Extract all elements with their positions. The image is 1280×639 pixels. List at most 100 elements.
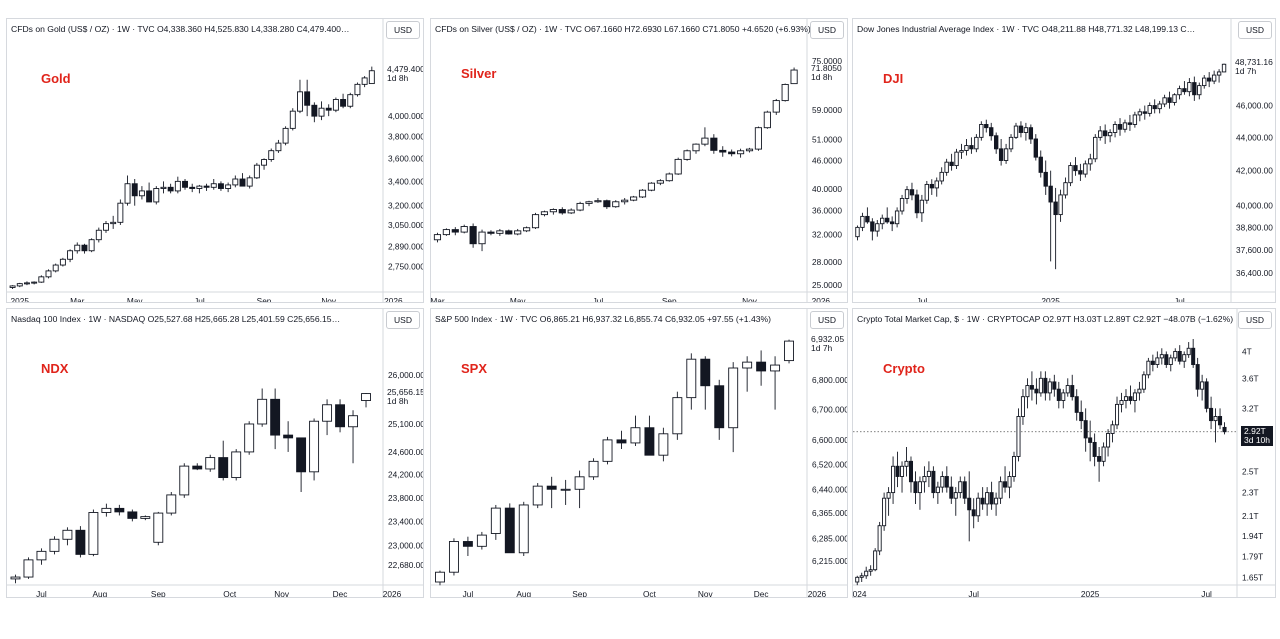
candle	[297, 79, 303, 114]
chart-panel-crypto[interactable]: Crypto Total Market Cap, $ · 1W · CRYPTO…	[852, 308, 1276, 598]
candle-body	[868, 569, 873, 572]
candle-body	[904, 460, 909, 467]
candle	[1052, 374, 1057, 397]
candle	[742, 356, 753, 392]
chart-panel-dji[interactable]: Dow Jones Industrial Average Index · 1W …	[852, 18, 1276, 303]
spx-chart[interactable]: 6,800.000 6,700.000 6,600.000 6,520.000 6,44…	[431, 309, 848, 598]
y-tick-label: 3.6T	[1242, 373, 1259, 383]
candle	[311, 102, 318, 123]
candle-body	[914, 194, 920, 214]
candle	[656, 179, 664, 186]
candle	[81, 243, 88, 254]
currency-button[interactable]: USD	[1238, 311, 1272, 329]
candle-body	[1016, 416, 1021, 457]
x-tick-label: 2026	[383, 589, 402, 598]
candle	[985, 487, 990, 516]
ndx-chart[interactable]: 26,000.00 25,100.000 24,600.00 24,200.00 23,…	[7, 309, 424, 598]
candle-body	[88, 239, 95, 252]
candle	[31, 281, 38, 285]
candle-body	[989, 127, 994, 137]
x-tick-label: Jul	[1174, 296, 1185, 303]
candle	[1028, 124, 1034, 144]
candle-body	[192, 465, 203, 470]
chart-panel-spx[interactable]: S&P 500 Index · 1W · TVC O6,865.21 H6,93…	[430, 308, 848, 598]
gold-chart[interactable]: 4,000.000 3,800.000 3,600.000 3,400.000 3,20…	[7, 19, 424, 303]
candle-body	[989, 492, 994, 505]
symbol-header: Dow Jones Industrial Average Index · 1W …	[857, 24, 1196, 34]
candle	[1083, 408, 1088, 452]
x-tick-label: Jul	[593, 296, 604, 303]
candle	[490, 504, 501, 540]
candle-body	[1053, 201, 1058, 216]
chart-panel-silver[interactable]: CFDs on Silver (US$ / OZ) · 1W · TVC O67…	[430, 18, 848, 303]
candle-body	[958, 481, 963, 494]
candle	[909, 182, 915, 201]
candle-body	[1127, 122, 1133, 125]
candle-body	[1052, 381, 1057, 390]
candle	[304, 79, 311, 117]
candle	[638, 189, 647, 199]
candle-body	[518, 504, 529, 554]
x-tick-label: Aug	[516, 589, 531, 598]
x-tick-label: Jul	[917, 296, 928, 303]
candle	[560, 479, 571, 505]
candle	[763, 110, 771, 129]
x-tick-label: 2025	[11, 296, 30, 303]
candle-body	[998, 481, 1003, 499]
candle-body	[935, 486, 940, 494]
candle	[998, 138, 1004, 166]
candle-body	[647, 182, 656, 191]
candle	[1216, 69, 1222, 83]
candle-body	[504, 507, 515, 554]
currency-button[interactable]: USD	[810, 311, 844, 329]
candle-body	[998, 148, 1004, 161]
chart-name-label: Silver	[461, 66, 497, 81]
candle	[131, 179, 138, 206]
candle	[1020, 389, 1025, 425]
silver-chart[interactable]: 75.0000 59.0000 51.0000 46.0000 40.0000 36.00…	[431, 19, 848, 303]
candle-body	[1073, 165, 1078, 172]
candle	[496, 228, 504, 236]
candle	[914, 189, 920, 219]
candle-body	[1186, 347, 1191, 356]
candle	[1197, 82, 1202, 100]
candle	[1047, 378, 1052, 401]
candle-body	[1034, 388, 1039, 394]
candle-body	[994, 497, 999, 505]
currency-button[interactable]: USD	[386, 311, 420, 329]
dji-chart[interactable]: 46,000.00 44,000.00 42,000.00 40,000.00 38,8…	[853, 19, 1276, 303]
candle	[1093, 134, 1098, 163]
candle-body	[603, 200, 611, 208]
currency-button[interactable]: USD	[386, 21, 420, 39]
candle-body	[665, 173, 673, 182]
crypto-chart[interactable]: 4T 3.6T 3.2T 2.5T 2.3T 2.1T 1.94T 1.79T 1.65T 202…	[853, 309, 1276, 598]
candle-body	[16, 283, 23, 287]
candles	[10, 388, 371, 584]
chart-panel-ndx[interactable]: Nasdaq 100 Index · 1W · NASDAQ O25,527.6…	[6, 308, 424, 598]
candle-body	[1159, 354, 1164, 359]
candle-body	[36, 550, 47, 561]
candle	[166, 492, 177, 516]
currency-button[interactable]: USD	[810, 21, 844, 39]
candle	[940, 471, 945, 493]
candle-body	[442, 229, 450, 236]
x-tick-label: Sep	[257, 296, 272, 303]
candle-body	[531, 214, 540, 229]
candle-body	[674, 158, 682, 175]
candle-body	[585, 201, 593, 204]
y-tick-label: 46,000.00	[1236, 101, 1273, 111]
candle-body	[282, 127, 289, 144]
candle-body	[714, 385, 725, 429]
candle-body	[101, 507, 112, 513]
candle-body	[1141, 374, 1146, 390]
candle-body	[505, 230, 513, 235]
candle	[523, 226, 531, 233]
x-tick-label: Sep	[151, 589, 166, 598]
candle	[630, 195, 638, 202]
currency-button[interactable]: USD	[1238, 21, 1272, 39]
chart-panel-gold[interactable]: CFDs on Gold (US$ / OZ) · 1W · TVC O4,33…	[6, 18, 424, 303]
candle	[1182, 81, 1187, 95]
candle-body	[1122, 122, 1128, 130]
candle-body	[23, 559, 34, 578]
candle	[574, 470, 585, 509]
